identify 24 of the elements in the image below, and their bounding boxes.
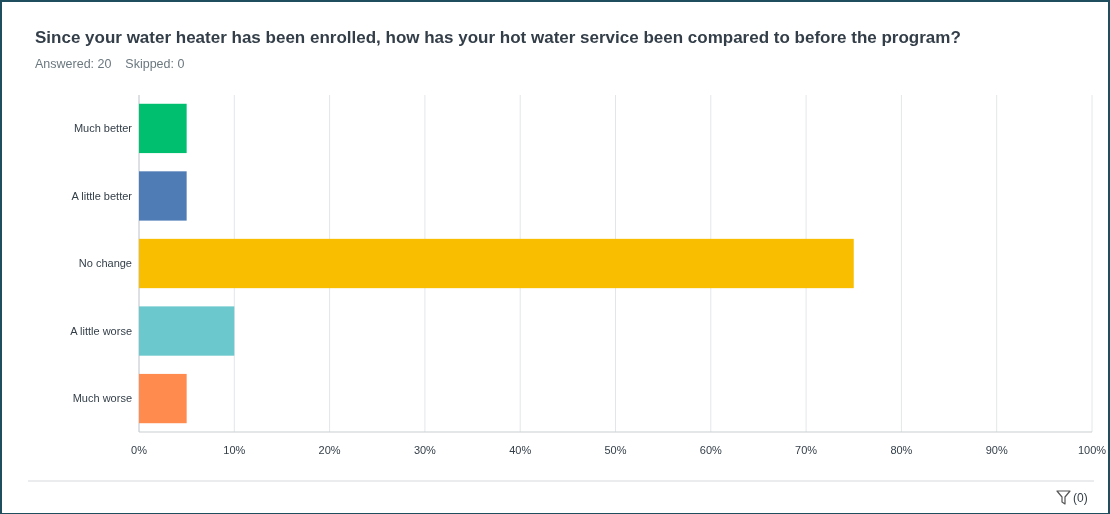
x-tick-label: 40% xyxy=(509,444,532,456)
x-tick-label: 0% xyxy=(131,444,148,456)
x-tick-label: 50% xyxy=(604,444,627,456)
x-tick-label: 70% xyxy=(795,444,818,456)
x-tick-label: 80% xyxy=(890,444,913,456)
y-tick-label: No change xyxy=(78,257,132,270)
x-tick-label: 100% xyxy=(1077,444,1107,456)
x-tick-label: 60% xyxy=(699,444,723,456)
chart-subtitle: Answered: 20 Skipped: 0 xyxy=(35,57,185,71)
y-tick-label: Much better xyxy=(73,122,133,135)
bar xyxy=(139,103,187,154)
bar xyxy=(139,238,854,289)
y-tick-label: A little worse xyxy=(70,324,132,337)
x-tick-label: 30% xyxy=(413,444,437,456)
bar xyxy=(139,373,187,424)
bar xyxy=(139,171,187,221)
text: (0) xyxy=(1073,491,1088,505)
x-tick-label: 90% xyxy=(985,444,1008,456)
y-tick-label: Much worse xyxy=(72,392,132,405)
x-tick-label: 10% xyxy=(223,444,246,456)
bar xyxy=(139,306,235,356)
y-tick-label: A little better xyxy=(71,189,133,202)
x-tick-label: 20% xyxy=(318,444,341,456)
chart-title: Since your water heater has been enrolled, how has your hot water service been compared to before the program? xyxy=(35,28,961,47)
